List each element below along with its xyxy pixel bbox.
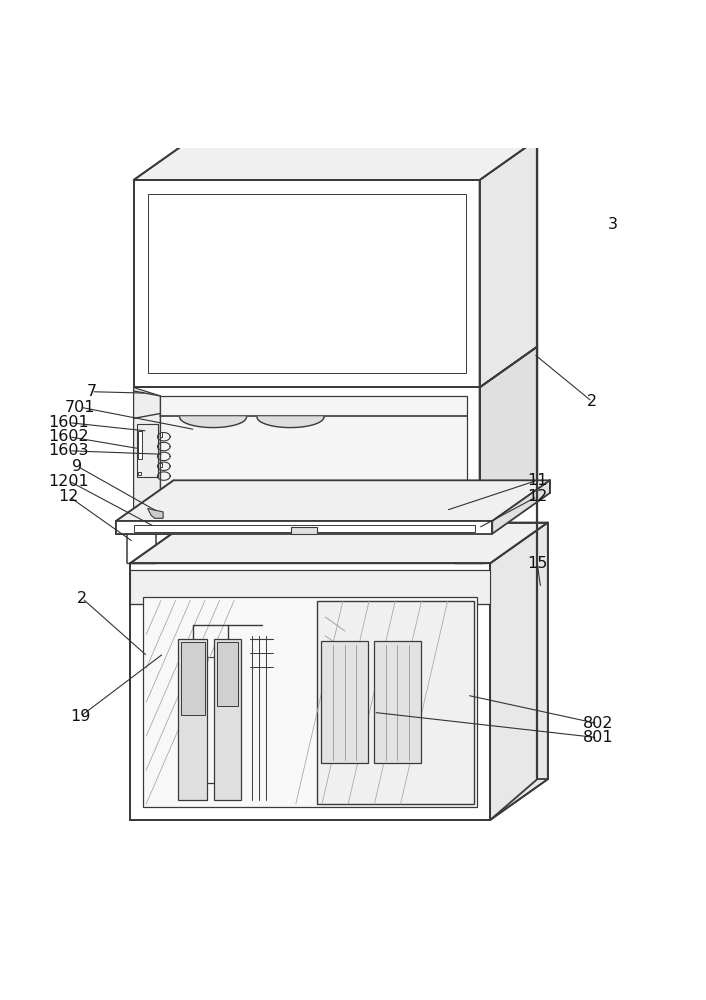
Bar — [215, 639, 241, 800]
Polygon shape — [133, 387, 160, 525]
Bar — [181, 642, 205, 715]
Bar — [291, 527, 318, 534]
Text: 12: 12 — [527, 489, 547, 504]
Text: 12: 12 — [59, 489, 79, 504]
Bar — [130, 570, 490, 604]
Polygon shape — [116, 521, 492, 534]
Text: 2: 2 — [77, 591, 88, 606]
Text: 15: 15 — [527, 556, 547, 571]
Text: 3: 3 — [608, 217, 618, 232]
Polygon shape — [479, 139, 537, 387]
Bar — [138, 472, 141, 475]
Bar — [178, 639, 208, 800]
Bar — [143, 597, 477, 807]
Bar — [133, 525, 474, 532]
Text: 701: 701 — [65, 400, 95, 415]
Bar — [160, 432, 162, 437]
Bar — [160, 463, 162, 467]
Polygon shape — [130, 523, 548, 563]
Bar — [137, 424, 158, 477]
Bar — [373, 641, 421, 763]
Text: 7: 7 — [86, 384, 97, 399]
Text: 1603: 1603 — [49, 443, 89, 458]
Polygon shape — [148, 508, 163, 518]
Text: 1602: 1602 — [49, 429, 89, 444]
Bar — [217, 642, 239, 706]
Text: 1201: 1201 — [49, 474, 89, 489]
Polygon shape — [130, 563, 490, 820]
Polygon shape — [179, 417, 246, 428]
Text: 19: 19 — [70, 709, 90, 724]
Text: 802: 802 — [582, 716, 613, 731]
Text: 1601: 1601 — [49, 415, 89, 430]
Polygon shape — [492, 480, 550, 534]
Text: 801: 801 — [582, 730, 613, 745]
Bar — [138, 431, 142, 459]
Polygon shape — [133, 139, 537, 180]
Bar — [317, 601, 474, 804]
Polygon shape — [257, 417, 324, 428]
Polygon shape — [160, 396, 467, 521]
Polygon shape — [490, 523, 548, 820]
Text: 9: 9 — [72, 459, 83, 474]
Polygon shape — [133, 180, 479, 387]
Text: 2: 2 — [587, 394, 597, 409]
Bar — [321, 641, 368, 763]
Bar — [148, 194, 465, 373]
Polygon shape — [116, 480, 550, 521]
Polygon shape — [479, 347, 537, 525]
Text: 11: 11 — [527, 473, 547, 488]
